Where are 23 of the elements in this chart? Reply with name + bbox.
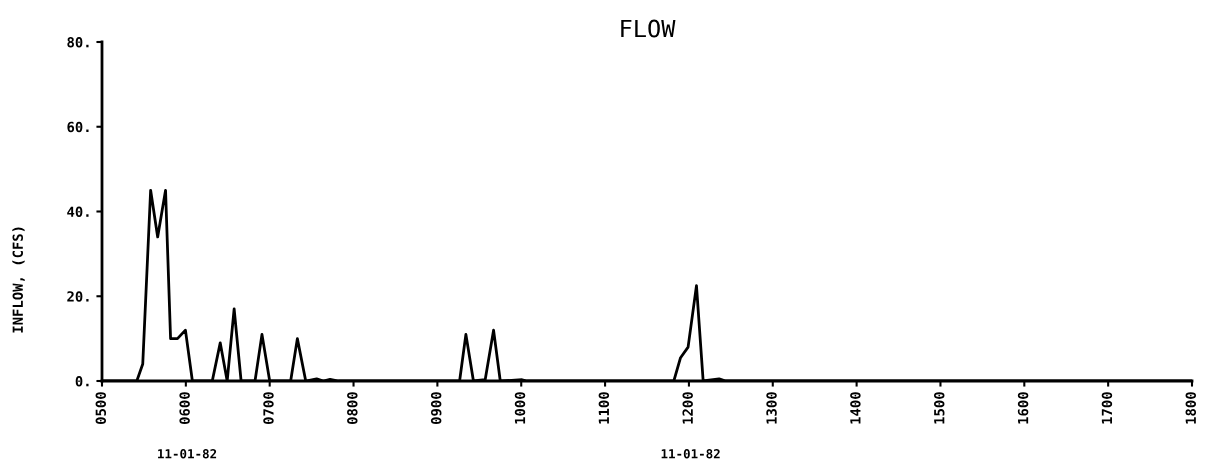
x-tick-label: 0700: [263, 392, 274, 425]
x-tick-label: 1200: [682, 392, 693, 424]
x-tick-label: 0500: [95, 392, 107, 425]
y-tick-label: 80.: [67, 36, 89, 48]
x-tick-label: 1700: [1101, 392, 1113, 424]
chart-title: FLOW: [621, 19, 676, 38]
x-tick-label: 1000: [514, 392, 526, 424]
y-axis-title: INFLOW, (CFS): [12, 227, 25, 333]
y-tick-label: 20.: [67, 291, 89, 302]
x-tick-label: 0900: [430, 392, 442, 425]
x-tick-label: 1300: [766, 392, 777, 424]
text: 11-01-82: [158, 449, 217, 459]
y-tick-label: 0.: [75, 375, 89, 387]
x-tick-label: 1500: [933, 392, 945, 424]
y-tick-label: 40.: [67, 206, 89, 217]
x-tick-label: 1600: [1017, 392, 1029, 424]
x-tick-label: 1800: [1185, 392, 1197, 424]
y-tick-label: 60.: [67, 121, 89, 133]
x-tick-label: 1100: [598, 392, 610, 424]
x-tick-label: 0600: [179, 392, 190, 425]
x-tick-label: 0800: [347, 392, 358, 425]
x-tick-label: 1400: [850, 392, 861, 424]
text: 11-01-82: [661, 449, 720, 459]
